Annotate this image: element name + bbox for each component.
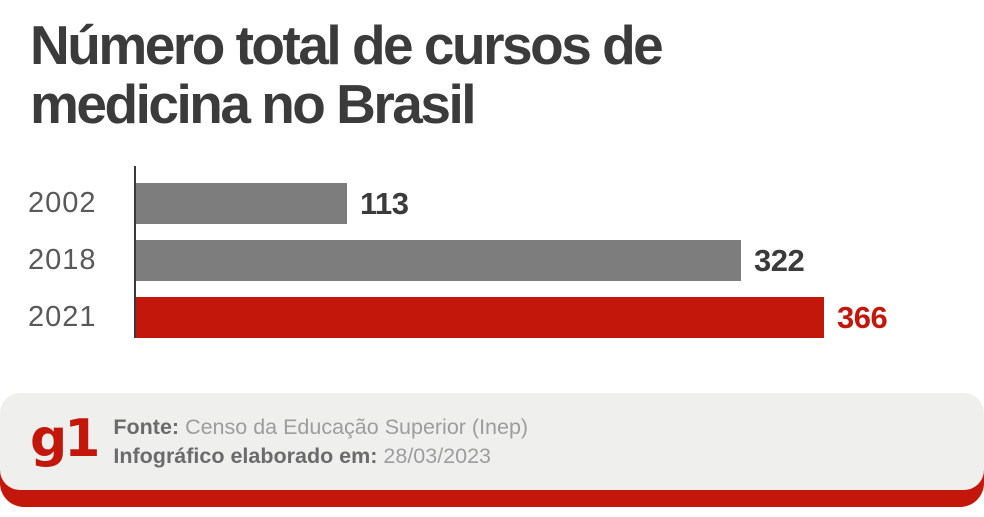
date-line: Infográfico elaborado em: 28/03/2023 [113, 442, 528, 471]
date-value: 28/03/2023 [383, 443, 492, 468]
bar-2021 [134, 297, 824, 338]
footer-panel: g1 Fonte: Censo da Educação Superior (In… [0, 393, 984, 490]
g1-logo: g1 [30, 408, 100, 469]
chart-title: Número total de cursos de medicina no Br… [30, 14, 664, 135]
value-label-2021: 366 [837, 299, 888, 335]
year-label-2002: 2002 [28, 187, 97, 219]
year-label-2021: 2021 [28, 301, 97, 333]
year-label-2018: 2018 [28, 244, 97, 276]
date-label: Infográfico elaborado em: [113, 443, 378, 468]
source-line: Fonte: Censo da Educação Superior (Inep) [113, 413, 528, 442]
value-label-2018: 322 [754, 242, 805, 278]
bar-chart: 2002 113 2018 322 2021 366 [28, 166, 974, 354]
source-value: Censo da Educação Superior (Inep) [185, 415, 529, 439]
chart-axis-line [134, 166, 136, 338]
bar-chart-rows: 2002 113 2018 322 2021 366 [28, 183, 974, 338]
chart-row-2018: 2018 322 [28, 240, 974, 281]
chart-row-2021: 2021 366 [28, 297, 974, 338]
bar-2018 [134, 240, 741, 281]
footer: g1 Fonte: Censo da Educação Superior (In… [0, 393, 984, 507]
value-label-2002: 113 [360, 185, 409, 221]
chart-row-2002: 2002 113 [28, 183, 974, 224]
chart-title-line2: medicina no Brasil [30, 73, 477, 135]
bar-area-2021: 366 [134, 297, 888, 338]
chart-title-line1: Número total de cursos de [30, 14, 664, 76]
source-block: Fonte: Censo da Educação Superior (Inep)… [113, 413, 528, 470]
source-label: Fonte: [113, 415, 180, 439]
bar-2002 [134, 183, 347, 224]
bar-area-2002: 113 [134, 183, 409, 224]
bar-area-2018: 322 [134, 240, 805, 281]
